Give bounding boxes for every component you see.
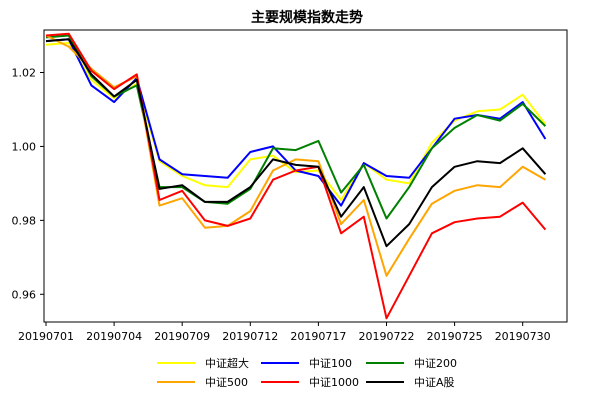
series-line-3 — [45, 34, 546, 277]
legend-label: 中证超大 — [205, 356, 249, 370]
series-line-0 — [45, 41, 547, 201]
x-axis: 20190701 20190704 20190709 20190712 20190717… — [18, 322, 551, 343]
legend-label: 中证1000 — [309, 376, 359, 389]
series-lines — [45, 32, 547, 320]
series-line-1 — [45, 38, 547, 207]
legend-label: 中证500 — [205, 376, 248, 389]
x-tick-label: 20190704 — [86, 330, 142, 343]
x-tick-label: 20190725 — [427, 330, 483, 343]
x-tick-label: 20190722 — [359, 330, 415, 343]
x-tick-label: 20190717 — [290, 330, 346, 343]
legend-label: 中证100 — [309, 357, 352, 370]
legend-label: 中证200 — [414, 357, 457, 370]
y-tick-label: 1.02 — [12, 67, 37, 80]
series-line-4 — [45, 32, 547, 320]
x-tick-label: 20190701 — [18, 330, 74, 343]
y-axis: 0.96 0.98 1.00 1.02 — [12, 67, 44, 301]
legend: 中证超大 中证100 中证200 中证500 中证1000 中证A股 — [157, 356, 457, 389]
chart-title: 主要规模指数走势 — [251, 9, 363, 26]
series-line-2 — [45, 34, 547, 220]
legend-label: 中证A股 — [414, 376, 455, 389]
y-tick-label: 0.96 — [12, 288, 37, 301]
x-tick-label: 20190712 — [222, 330, 278, 343]
x-tick-label: 20190730 — [495, 330, 551, 343]
x-tick-label: 20190709 — [154, 330, 210, 343]
y-tick-label: 1.00 — [12, 140, 37, 153]
plot-frame — [43, 29, 568, 323]
series-line-5 — [45, 38, 547, 248]
y-tick-label: 0.98 — [12, 214, 37, 227]
